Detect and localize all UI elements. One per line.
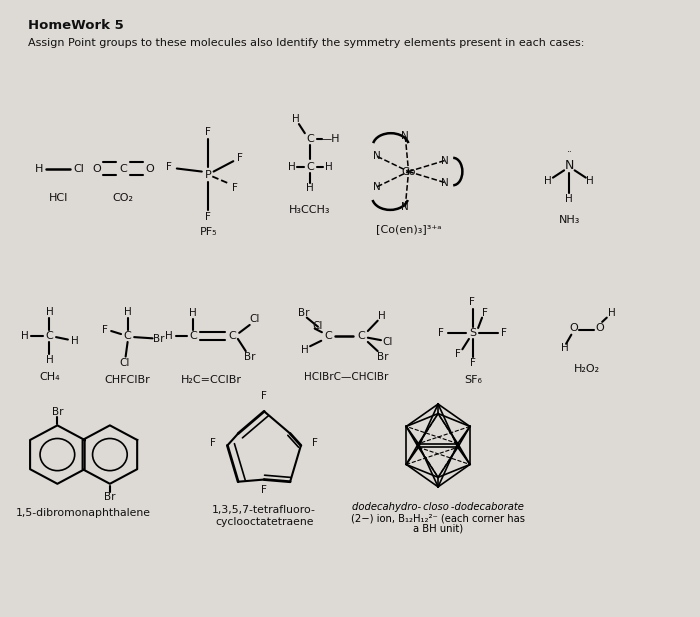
Text: Cl: Cl [382, 337, 393, 347]
Text: F: F [232, 183, 237, 193]
Text: F: F [456, 349, 461, 359]
Text: F: F [102, 325, 108, 335]
Text: H: H [124, 307, 132, 317]
Text: C: C [229, 331, 237, 341]
Text: H: H [46, 355, 53, 365]
Text: H₃CCH₃: H₃CCH₃ [289, 205, 331, 215]
Text: F: F [482, 308, 488, 318]
Text: N: N [441, 178, 449, 188]
Text: H: H [379, 311, 386, 321]
Text: [Co(en)₃]³⁺ᵃ: [Co(en)₃]³⁺ᵃ [376, 225, 442, 234]
Text: F: F [438, 328, 444, 338]
Text: H: H [587, 176, 594, 186]
Text: F: F [468, 297, 475, 307]
Text: H: H [325, 162, 332, 172]
Text: H: H [301, 345, 309, 355]
Text: H: H [306, 183, 314, 193]
Text: H: H [46, 307, 53, 317]
Text: O: O [570, 323, 578, 333]
Text: Cl: Cl [119, 358, 130, 368]
Text: F: F [261, 485, 267, 495]
Text: C: C [306, 162, 314, 172]
Text: Br: Br [377, 352, 388, 362]
Text: 1,5-dibromonaphthalene: 1,5-dibromonaphthalene [16, 508, 151, 518]
Text: C: C [325, 331, 332, 341]
Text: HCI: HCI [49, 193, 69, 203]
Text: H: H [35, 164, 43, 173]
Text: C: C [46, 331, 53, 341]
Text: CHFCIBr: CHFCIBr [105, 375, 150, 385]
Text: Br: Br [298, 308, 309, 318]
Text: Cl: Cl [249, 314, 260, 324]
Text: C: C [119, 164, 127, 173]
Text: Br: Br [104, 492, 116, 502]
Text: H₂C=CCIBr: H₂C=CCIBr [181, 375, 242, 385]
Text: CH₄: CH₄ [39, 372, 60, 383]
Text: N: N [401, 202, 409, 212]
Text: H: H [545, 176, 552, 186]
Text: H₂O₂: H₂O₂ [574, 365, 600, 375]
Text: O: O [145, 164, 153, 173]
Text: F: F [470, 358, 476, 368]
Text: HomeWork 5: HomeWork 5 [28, 19, 124, 32]
Text: ¨: ¨ [567, 151, 572, 160]
Text: H: H [165, 331, 173, 341]
Text: F: F [205, 212, 211, 222]
Text: O: O [596, 323, 605, 333]
Text: Assign Point groups to these molecules also Identify the symmetry elements prese: Assign Point groups to these molecules a… [28, 38, 584, 48]
Text: C: C [124, 331, 132, 341]
Text: Br: Br [52, 407, 63, 417]
Text: H: H [71, 336, 78, 346]
Text: Cl: Cl [74, 164, 85, 173]
Text: H: H [190, 308, 197, 318]
Text: F: F [205, 127, 211, 137]
Text: N: N [401, 131, 409, 141]
Text: HCIBrC—CHCIBr: HCIBrC—CHCIBr [304, 371, 389, 382]
Text: F: F [166, 162, 172, 172]
Text: Br: Br [244, 352, 256, 362]
Text: cyclooctatetraene: cyclooctatetraene [215, 517, 314, 527]
Text: C: C [306, 135, 314, 144]
Text: dodecahydro- closo -dodecaborate: dodecahydro- closo -dodecaborate [352, 502, 524, 512]
Text: F: F [312, 438, 318, 448]
Text: NH₃: NH₃ [559, 215, 580, 225]
Text: F: F [261, 391, 267, 401]
Text: F: F [211, 438, 216, 448]
Text: Cl: Cl [313, 321, 323, 331]
Text: CO₂: CO₂ [113, 193, 134, 203]
Text: O: O [92, 164, 101, 173]
Text: F: F [237, 152, 243, 162]
Text: N: N [441, 155, 449, 165]
Text: (2−) ion, B₁₂H₁₂²⁻ (each corner has: (2−) ion, B₁₂H₁₂²⁻ (each corner has [351, 513, 525, 523]
Text: C: C [358, 331, 365, 341]
Text: S: S [469, 328, 477, 338]
Text: Co: Co [401, 167, 416, 176]
Text: N: N [373, 182, 381, 192]
Text: P: P [205, 170, 211, 180]
Text: F: F [501, 328, 508, 338]
Text: H: H [288, 162, 295, 172]
Text: N: N [565, 159, 574, 172]
Text: —H: —H [320, 135, 340, 144]
Text: H: H [21, 331, 29, 341]
Text: H: H [292, 114, 300, 123]
Text: N: N [373, 151, 381, 161]
Text: H: H [566, 194, 573, 204]
Text: SF₆: SF₆ [464, 375, 482, 386]
Text: H: H [608, 308, 616, 318]
Text: PF₅: PF₅ [199, 228, 217, 238]
Text: H: H [561, 343, 568, 353]
Text: a BH unit): a BH unit) [413, 523, 463, 533]
Text: Br: Br [153, 334, 165, 344]
Text: C: C [190, 331, 197, 341]
Text: 1,3,5,7-tetrafluoro-: 1,3,5,7-tetrafluoro- [212, 505, 316, 515]
